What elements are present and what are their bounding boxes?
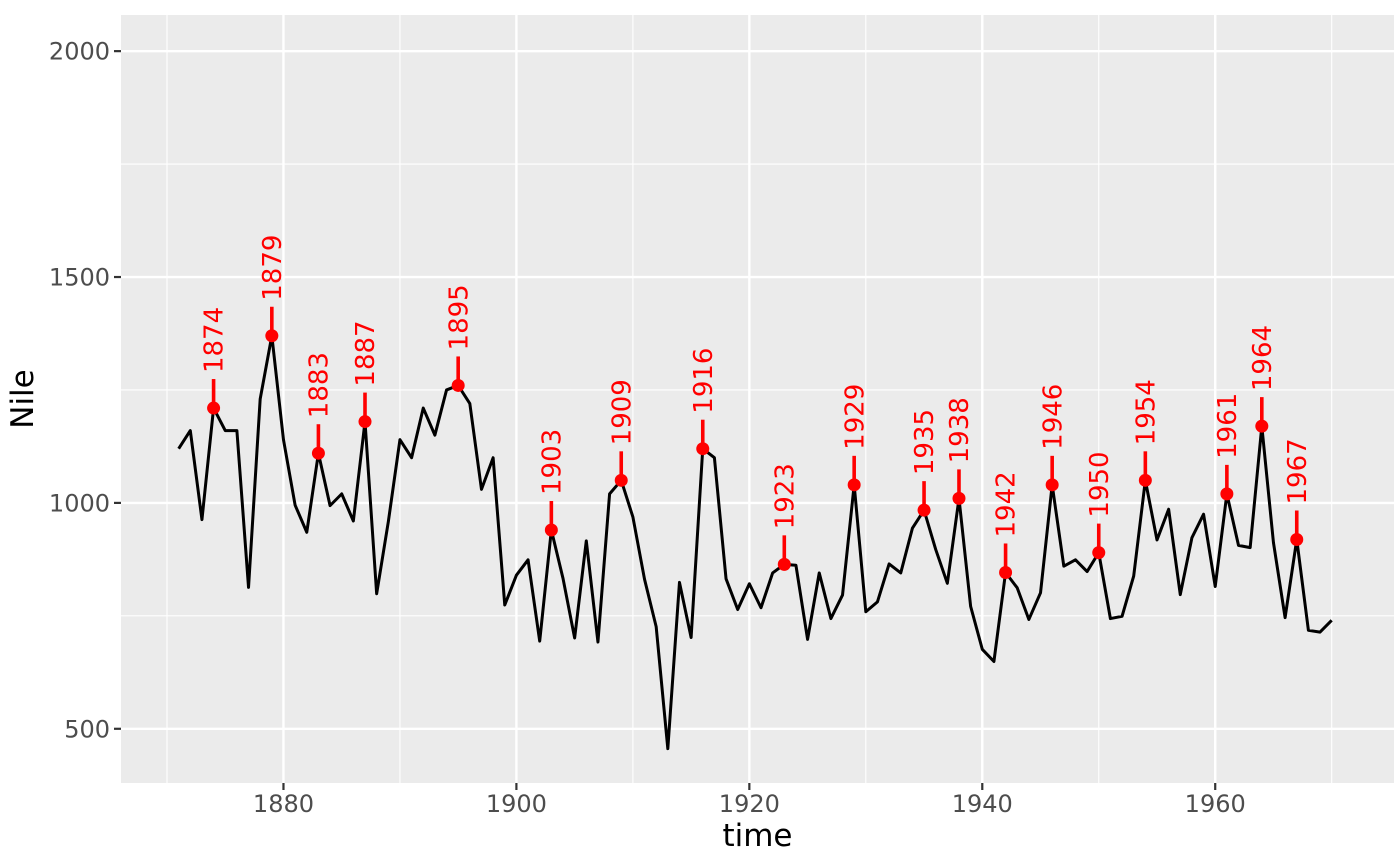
peak-label: 1946 [1038,384,1068,450]
peak-label: 1964 [1248,325,1278,391]
peak-marker [1255,419,1269,433]
x-axis-tick-label: 1920 [719,790,780,818]
peak-marker [1290,532,1304,546]
x-axis-tick-label: 1940 [952,790,1013,818]
peak-marker [1220,487,1234,501]
peak-label: 1916 [689,348,719,414]
peak-label: 1903 [537,429,567,495]
y-axis-tick-label: 1500 [49,264,110,292]
peak-label: 1895 [444,284,474,350]
y-axis-title: Nile [5,369,41,429]
peak-label: 1961 [1213,393,1243,459]
peak-marker [451,378,465,392]
peak-marker [358,415,372,429]
peak-label: 1883 [305,352,335,418]
peak-marker [544,523,558,537]
x-axis-tick-label: 1880 [253,790,314,818]
peak-label: 1879 [258,235,288,301]
peak-marker [999,565,1013,579]
peak-label: 1923 [770,463,800,529]
series-line-nile [177,334,1333,751]
peak-label: 1954 [1131,379,1161,445]
peak-label: 1929 [840,384,870,450]
x-axis-tick-label: 1960 [1185,790,1246,818]
peak-marker [696,442,710,456]
panel-background [121,15,1394,783]
peak-label: 1874 [200,307,230,373]
peak-marker [777,557,791,571]
peak-marker [265,329,279,343]
peak-label: 1967 [1283,438,1313,504]
peak-marker [1045,478,1059,492]
peak-label: 1887 [351,320,381,386]
peak-label: 1942 [992,471,1022,537]
peak-label: 1938 [945,397,975,463]
peak-marker [311,446,325,460]
peak-marker [207,401,221,415]
x-axis-title: time [722,818,792,854]
peak-marker [1092,546,1106,560]
y-axis-tick-label: 2000 [49,38,110,66]
peak-marker [1138,473,1152,487]
peak-label: 1950 [1085,451,1115,517]
y-axis-tick-label: 1000 [49,489,110,517]
x-axis-tick-label: 1900 [486,790,547,818]
peak-label: 1909 [607,379,637,445]
peak-marker [917,503,931,517]
peak-marker [847,478,861,492]
peak-marker [614,473,628,487]
peak-label: 1935 [910,409,940,475]
peak-marker [952,491,966,505]
y-axis-tick-label: 500 [64,715,110,743]
